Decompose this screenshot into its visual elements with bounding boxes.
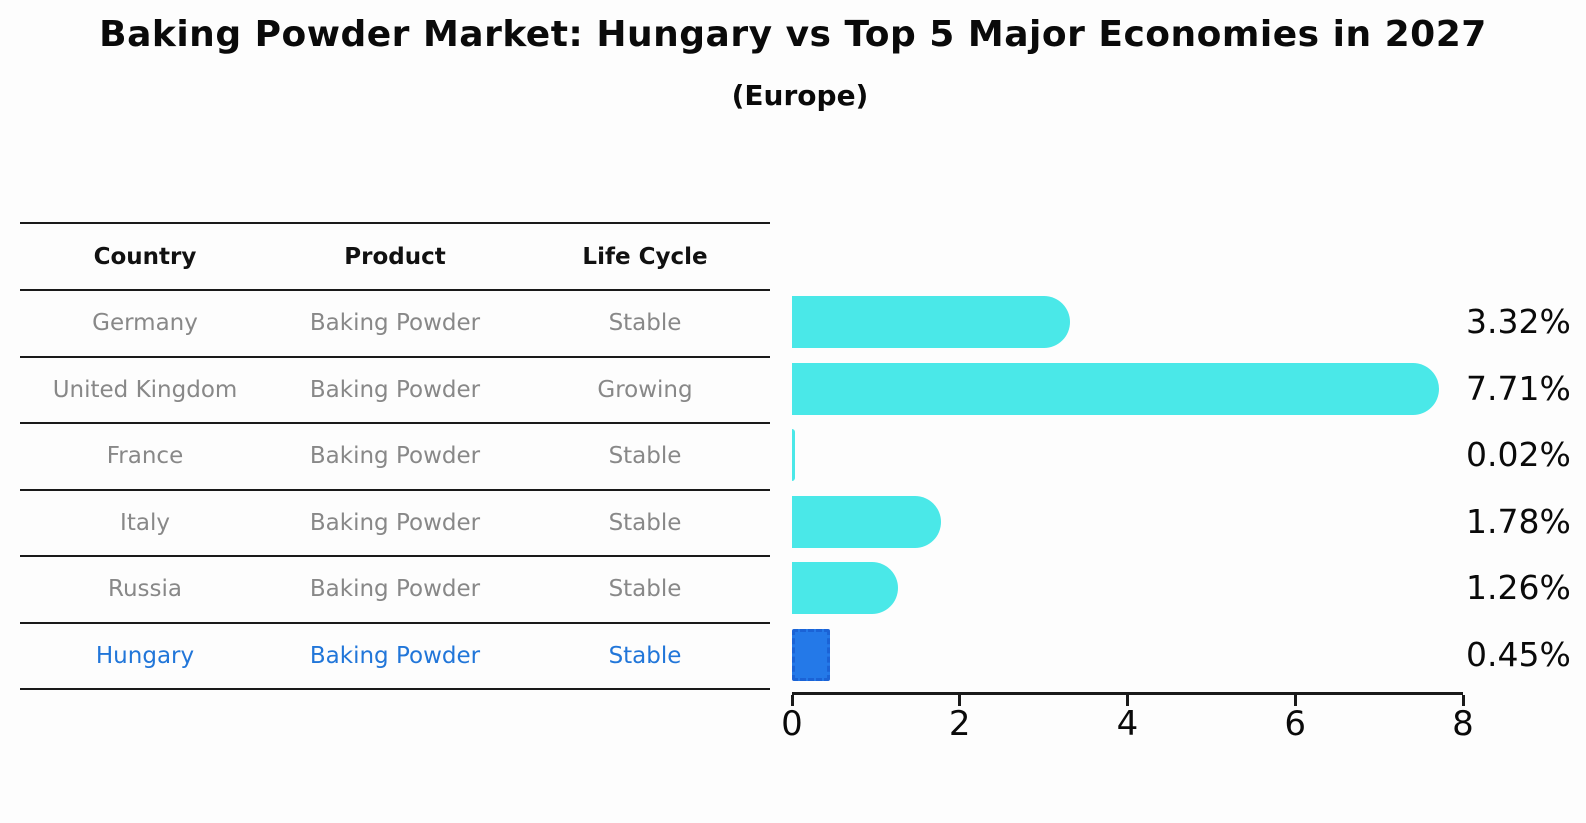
cell-product: Baking Powder: [309, 576, 481, 603]
x-axis-line: [792, 692, 1463, 695]
bar-france: [792, 429, 795, 481]
cell-product: Baking Powder: [309, 376, 481, 403]
cell-product: Baking Powder: [309, 642, 481, 669]
cell-product: Baking Powder: [309, 509, 481, 536]
x-axis-tick: [1461, 695, 1465, 706]
table-header-row: Country Product Life Cycle: [20, 224, 770, 291]
cell-country: France: [106, 443, 184, 470]
x-axis-tick: [958, 695, 962, 706]
cell-life-cycle: Stable: [608, 509, 682, 536]
cell-life-cycle: Stable: [608, 310, 682, 337]
x-axis-tick: [1126, 695, 1129, 706]
table-row-france: France Baking Powder Stable: [20, 424, 770, 491]
cell-life-cycle: Stable: [608, 576, 682, 603]
bar-united-kingdom: [792, 362, 1439, 415]
chart-title: Baking Powder Market: Hungary vs Top 5 M…: [99, 14, 1487, 55]
value-label-germany: 3.32%: [1466, 302, 1571, 341]
x-axis-tick-label: 0: [781, 704, 803, 744]
cell-country: United Kingdom: [52, 376, 238, 403]
cell-product: Baking Powder: [309, 443, 481, 470]
value-label-russia: 1.26%: [1466, 568, 1571, 607]
x-axis-tick: [790, 695, 794, 706]
cell-life-cycle: Stable: [608, 443, 682, 470]
cell-life-cycle: Growing: [597, 376, 693, 403]
column-header-product: Product: [344, 243, 446, 270]
x-axis-tick-label: 4: [1116, 704, 1139, 744]
cell-country: Hungary: [95, 642, 195, 669]
column-header-country: Country: [93, 243, 197, 270]
cell-country: Germany: [92, 310, 198, 337]
column-header-life-cycle: Life Cycle: [582, 243, 708, 270]
cell-product: Baking Powder: [309, 310, 481, 337]
table-row-united-kingdom: United Kingdom Baking Powder Growing: [20, 358, 770, 424]
x-axis-tick-label: 8: [1452, 704, 1474, 744]
market-table: Country Product Life Cycle Germany Bakin…: [20, 222, 770, 690]
bar-russia: [792, 562, 898, 614]
value-label-italy: 1.78%: [1466, 501, 1571, 541]
cell-life-cycle: Stable: [608, 642, 682, 669]
cell-country: Russia: [108, 576, 182, 603]
bar-italy: [792, 495, 942, 548]
value-label-united-kingdom: 7.71%: [1466, 368, 1571, 408]
bar-germany: [792, 296, 1071, 348]
value-label-france: 0.02%: [1466, 435, 1571, 474]
x-axis-tick-label: 2: [948, 704, 971, 744]
table-row-germany: Germany Baking Powder Stable: [20, 291, 770, 358]
table-row-italy: Italy Baking Powder Stable: [20, 491, 770, 557]
bar-hungary: [792, 628, 830, 681]
chart-subtitle: (Europe): [731, 79, 869, 112]
table-row-hungary: Hungary Baking Powder Stable: [20, 624, 770, 690]
bar-plot: [792, 0, 1463, 823]
value-label-hungary: 0.45%: [1466, 634, 1571, 674]
x-axis-tick-label: 6: [1284, 704, 1307, 744]
cell-country: Italy: [120, 509, 170, 536]
x-axis-tick: [1293, 695, 1297, 706]
table-row-russia: Russia Baking Powder Stable: [20, 557, 770, 624]
